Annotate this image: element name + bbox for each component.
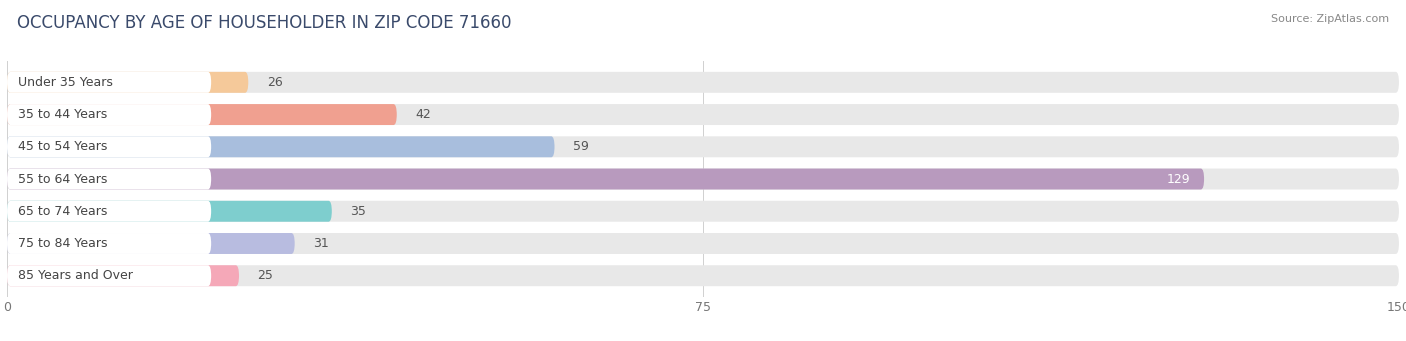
Text: Under 35 Years: Under 35 Years [18, 76, 112, 89]
FancyBboxPatch shape [7, 233, 1399, 254]
Text: OCCUPANCY BY AGE OF HOUSEHOLDER IN ZIP CODE 71660: OCCUPANCY BY AGE OF HOUSEHOLDER IN ZIP C… [17, 14, 512, 32]
Text: 59: 59 [574, 140, 589, 153]
FancyBboxPatch shape [7, 201, 211, 222]
FancyBboxPatch shape [7, 168, 1399, 190]
Text: 65 to 74 Years: 65 to 74 Years [18, 205, 107, 218]
FancyBboxPatch shape [7, 233, 211, 254]
Text: Source: ZipAtlas.com: Source: ZipAtlas.com [1271, 14, 1389, 24]
Text: 42: 42 [415, 108, 432, 121]
FancyBboxPatch shape [7, 201, 1399, 222]
FancyBboxPatch shape [7, 168, 211, 190]
Text: 55 to 64 Years: 55 to 64 Years [18, 173, 107, 186]
Text: 75 to 84 Years: 75 to 84 Years [18, 237, 108, 250]
FancyBboxPatch shape [7, 104, 211, 125]
FancyBboxPatch shape [7, 72, 249, 93]
Text: 31: 31 [314, 237, 329, 250]
FancyBboxPatch shape [7, 265, 1399, 286]
FancyBboxPatch shape [7, 136, 554, 157]
FancyBboxPatch shape [7, 104, 396, 125]
FancyBboxPatch shape [7, 72, 211, 93]
FancyBboxPatch shape [7, 265, 211, 286]
Text: 25: 25 [257, 269, 273, 282]
FancyBboxPatch shape [7, 136, 1399, 157]
FancyBboxPatch shape [7, 233, 295, 254]
Text: 35: 35 [350, 205, 366, 218]
FancyBboxPatch shape [7, 201, 332, 222]
Text: 45 to 54 Years: 45 to 54 Years [18, 140, 107, 153]
Text: 35 to 44 Years: 35 to 44 Years [18, 108, 107, 121]
FancyBboxPatch shape [7, 136, 211, 157]
FancyBboxPatch shape [7, 72, 1399, 93]
FancyBboxPatch shape [7, 168, 1204, 190]
FancyBboxPatch shape [7, 104, 1399, 125]
Text: 129: 129 [1167, 173, 1191, 186]
Text: 26: 26 [267, 76, 283, 89]
Text: 85 Years and Over: 85 Years and Over [18, 269, 134, 282]
FancyBboxPatch shape [7, 265, 239, 286]
